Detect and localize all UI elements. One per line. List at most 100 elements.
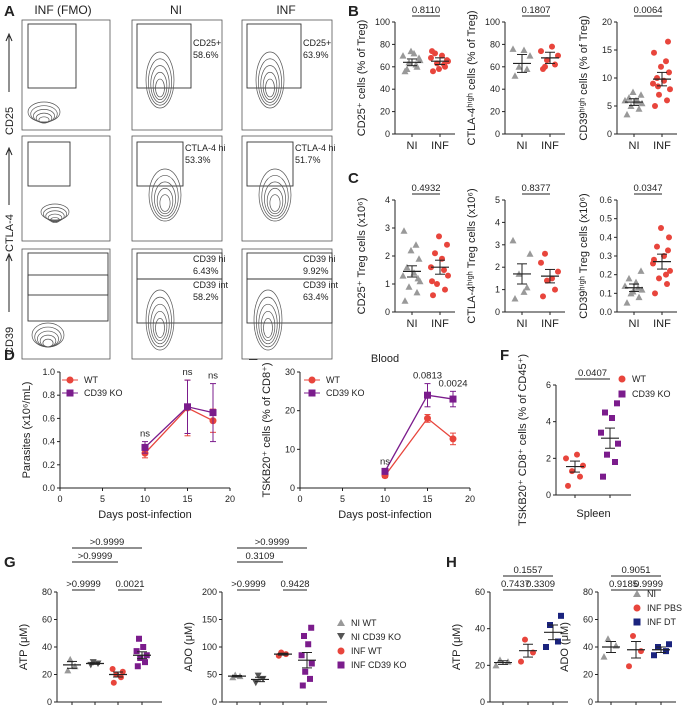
legend-g-niwt-marker: [337, 619, 345, 626]
x-tick-label: INF: [541, 140, 559, 152]
contour-ring: [50, 217, 60, 223]
data-point: [399, 272, 407, 279]
contour-ring: [262, 71, 278, 101]
x-tick-label: NI: [629, 140, 640, 152]
comparison-label: 0.1557: [513, 565, 542, 576]
panel-letter-a: A: [4, 3, 15, 20]
legend-h-ni-marker: [633, 590, 641, 597]
data-point: [626, 663, 632, 670]
x-tick-label: 15: [422, 494, 432, 504]
data-point: [580, 462, 586, 469]
flow-row-label-cd25: CD25: [4, 107, 16, 135]
contour-ring: [260, 310, 276, 342]
data-point: [381, 467, 389, 475]
data-point: [302, 668, 309, 675]
legend-g-niko-marker: [337, 633, 345, 640]
data-point: [555, 638, 561, 645]
legend-h-infdt-label: INF DT: [647, 617, 676, 627]
data-point: [634, 98, 642, 105]
data-point: [658, 225, 664, 231]
data-point: [614, 400, 620, 407]
data-point: [654, 243, 660, 250]
data-point: [415, 255, 423, 262]
flow-plot-cd39-inf: [241, 248, 333, 360]
gate-ctla4-inf: [246, 141, 294, 187]
contour-ring: [264, 181, 286, 217]
flow-contours: [27, 51, 292, 351]
data-point: [71, 662, 79, 670]
y-axis-label: TSKB20⁺ cells (% of CD8⁺): [261, 362, 273, 497]
data-point: [209, 409, 217, 417]
x-tick-label: INF: [541, 318, 559, 330]
data-point: [552, 286, 558, 293]
contour-ring: [156, 187, 174, 215]
y-tick-label: 0: [588, 697, 593, 707]
y-tick-label: 30: [285, 367, 295, 377]
y-tick-label: 0: [480, 697, 485, 707]
legend-g-niko-label: NI CD39 KO: [351, 632, 401, 642]
y-tick-label: 80: [380, 39, 390, 49]
y-tick-label: 20: [380, 107, 390, 117]
data-point: [439, 52, 445, 59]
data-point: [407, 246, 415, 254]
legend-g-infko-label: INF CD39 KO: [351, 660, 407, 670]
y-tick-label: 20: [602, 17, 612, 27]
y-tick-label: 40: [42, 642, 52, 652]
gate-label-cd39hi-ni: CD39 hi: [193, 254, 226, 264]
panel-letter-f: F: [500, 347, 509, 364]
y-tick-label: 60: [380, 62, 390, 72]
flow-plot-cd39-ni: [131, 248, 223, 360]
data-point: [558, 612, 564, 619]
data-point: [305, 641, 312, 648]
data-point: [577, 473, 583, 480]
gate-label-cd39int-ni: CD39 int: [193, 280, 229, 290]
y-tick-label: 2: [385, 251, 390, 261]
data-point: [542, 250, 548, 257]
y-tick-label: 0.4: [599, 232, 612, 242]
y-tick-label: 2: [546, 453, 551, 463]
legend-h-infpbs-marker: [633, 604, 641, 612]
chart-title: Blood: [371, 353, 399, 365]
contour-ring: [266, 187, 284, 215]
data-point: [665, 38, 671, 45]
y-tick-label: 40: [490, 84, 500, 94]
gate-cd25-inf: [246, 23, 302, 89]
data-point: [665, 247, 671, 254]
series-line: [144, 406, 214, 448]
data-point: [136, 635, 142, 642]
contour-ring: [263, 318, 273, 338]
data-point: [413, 288, 421, 296]
y-tick-label: 0: [607, 129, 612, 139]
contour-ring: [42, 338, 54, 348]
y-tick-label: 4: [495, 217, 500, 227]
data-point: [511, 295, 519, 302]
data-point: [542, 63, 548, 70]
data-point: [110, 679, 117, 686]
gate-cd39-int-inf: [246, 278, 333, 324]
flow-plot-cd25-ni: [131, 19, 223, 131]
y-tick-label: 15: [602, 45, 612, 55]
data-point: [663, 271, 669, 278]
contour-ring: [150, 65, 170, 103]
y-tick-label: 0.5: [599, 214, 612, 224]
contour-ring: [151, 175, 179, 219]
contour-ring: [145, 51, 175, 109]
data-point: [563, 455, 569, 462]
data-point: [442, 286, 448, 293]
comparison-label: 0.9428: [280, 579, 309, 590]
chart-c1: 0 1 2 3 4 CD25⁺ Treg cells (x10⁶) NI INF 0.4932: [356, 183, 455, 330]
data-point: [523, 65, 531, 73]
data-point: [436, 233, 442, 240]
flow-col-title-ni: NI: [170, 3, 182, 17]
data-point: [638, 99, 646, 107]
data-point: [424, 391, 431, 399]
y-tick-label: 20: [42, 670, 52, 680]
y-tick-label: 200: [202, 587, 217, 597]
y-axis-label: CD39ʰⁱᵍʰ Treg cells (x10⁶): [578, 193, 590, 318]
data-point: [604, 451, 610, 458]
y-tick-label: 0: [546, 490, 551, 500]
data-point: [137, 655, 144, 661]
y-tick-label: 0.0: [42, 483, 55, 493]
x-tick-label: INF: [653, 140, 671, 152]
